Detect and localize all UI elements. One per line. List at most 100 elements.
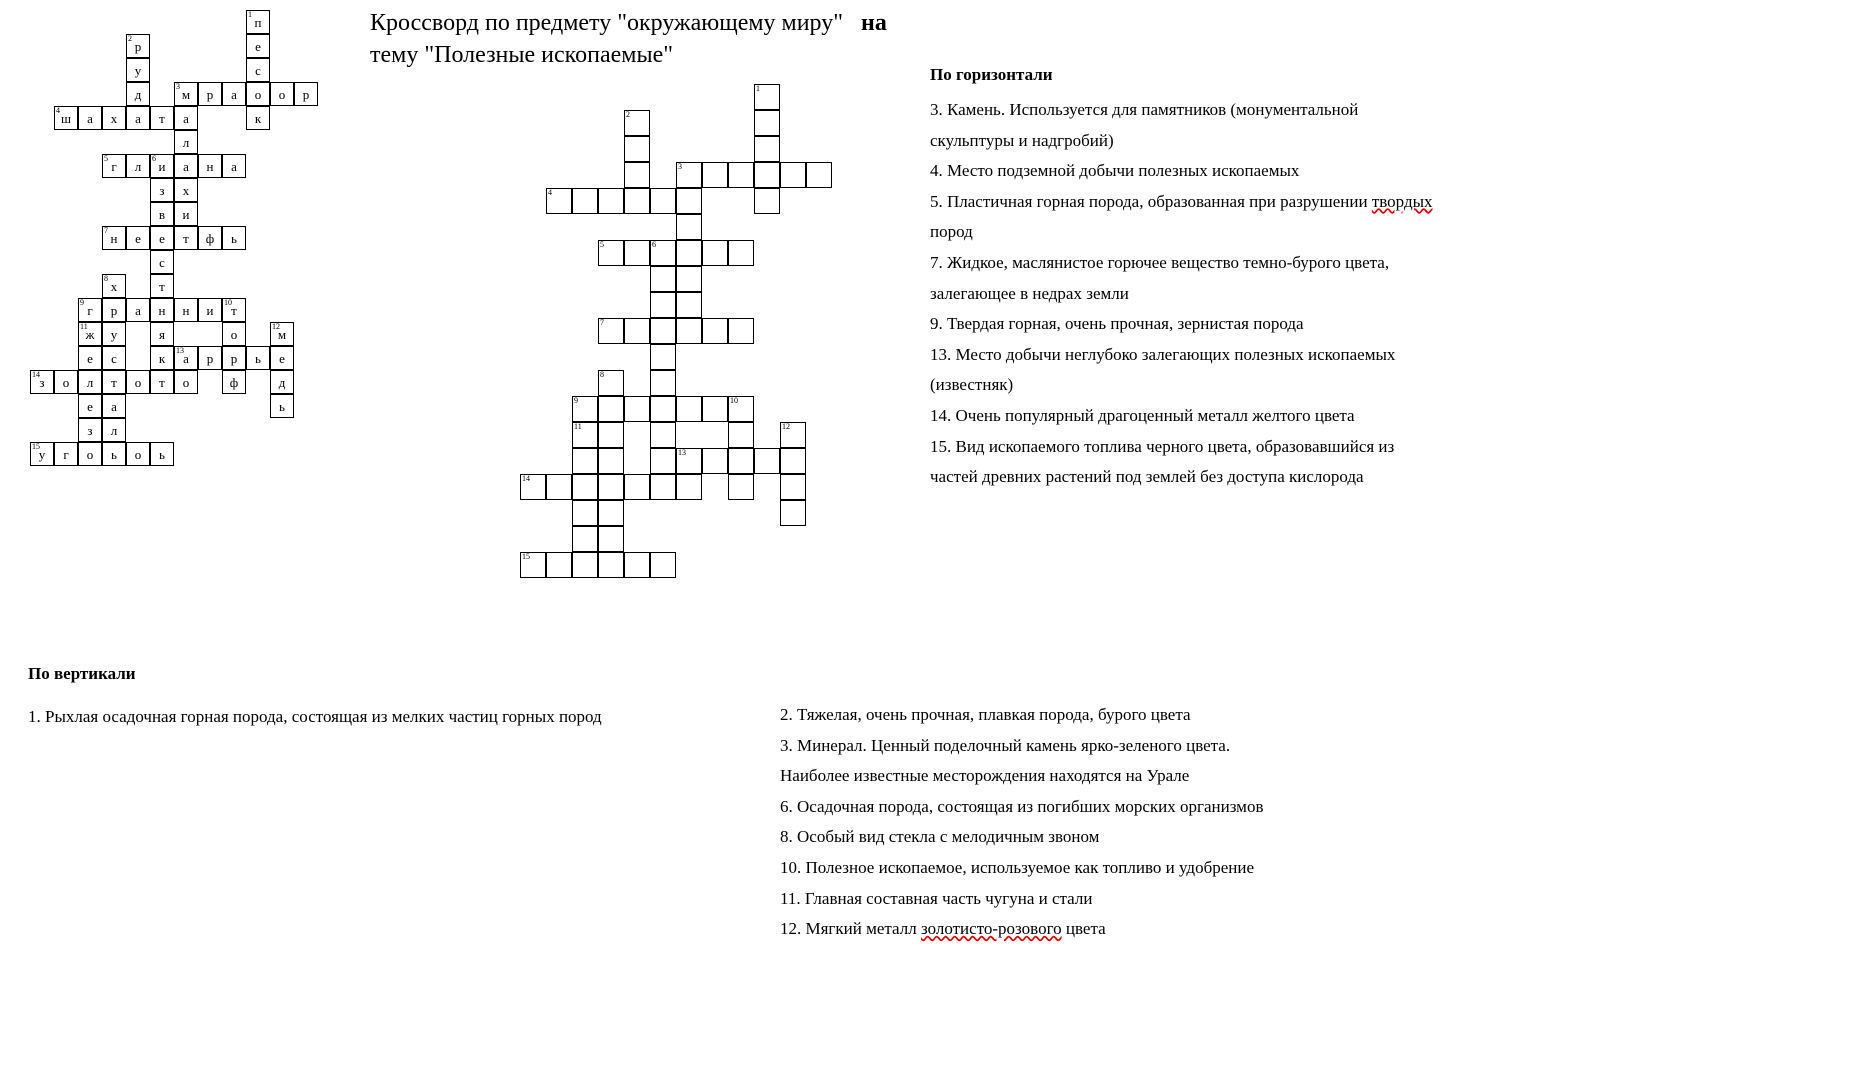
crossword-cell: 11ж	[78, 322, 102, 346]
crossword-cell: ь	[102, 442, 126, 466]
cell-letter: е	[279, 351, 285, 366]
crossword-cell: е	[246, 34, 270, 58]
cell-letter: а	[135, 303, 141, 318]
clue-line: 9. Твердая горная, очень прочная, зернис…	[930, 309, 1850, 340]
crossword-cell	[806, 162, 832, 188]
clue-line: скульптуры и надгробий)	[930, 126, 1850, 157]
cell-letter: т	[159, 375, 165, 390]
crossword-cell: 8	[598, 370, 624, 396]
crossword-cell: а	[78, 106, 102, 130]
crossword-cell	[572, 474, 598, 500]
crossword-cell: ь	[270, 394, 294, 418]
crossword-cell	[572, 188, 598, 214]
crossword-cell: 13	[676, 448, 702, 474]
crossword-cell	[650, 188, 676, 214]
clue-line: 11. Главная составная часть чугуна и ста…	[780, 884, 1850, 915]
crossword-cell	[624, 474, 650, 500]
clues-horizontal-list: 3. Камень. Используется для памятников (…	[930, 95, 1850, 493]
cell-letter: р	[207, 87, 214, 102]
crossword-cell	[572, 552, 598, 578]
cell-number: 11	[80, 322, 88, 331]
crossword-cell	[754, 110, 780, 136]
heading-vertical: По вертикали	[28, 664, 630, 684]
crossword-cell	[728, 162, 754, 188]
crossword-cell: 12	[780, 422, 806, 448]
cell-number: 5	[600, 240, 604, 249]
crossword-cell: р	[102, 298, 126, 322]
cell-letter: в	[159, 207, 165, 222]
cell-number: 7	[600, 318, 604, 327]
cell-number: 2	[626, 110, 630, 119]
cell-letter: р	[135, 39, 142, 54]
clue-line: 7. Жидкое, маслянистое горючее вещество …	[930, 248, 1850, 279]
crossword-cell	[598, 526, 624, 552]
crossword-cell: 3м	[174, 82, 198, 106]
crossword-cell: о	[54, 370, 78, 394]
crossword-cell: т	[150, 106, 174, 130]
cell-letter: о	[231, 327, 238, 342]
cell-letter: м	[182, 87, 190, 102]
crossword-cell	[728, 448, 754, 474]
cell-number: 10	[224, 298, 232, 307]
crossword-cell: ь	[222, 226, 246, 250]
crossword-cell	[624, 136, 650, 162]
clue-line: 3. Минерал. Ценный поделочный камень ярк…	[780, 731, 1850, 762]
cell-letter: а	[87, 111, 93, 126]
clue-v-1: 1. Рыхлая осадочная горная порода, состо…	[28, 702, 630, 733]
cell-letter: г	[63, 447, 68, 462]
crossword-cell: а	[126, 298, 150, 322]
crossword-cell	[650, 370, 676, 396]
crossword-cell: с	[102, 346, 126, 370]
crossword-cell: 6	[650, 240, 676, 266]
crossword-cell: д	[126, 82, 150, 106]
clues-vertical-right: 2. Тяжелая, очень прочная, плавкая пород…	[780, 664, 1850, 945]
crossword-cell	[598, 396, 624, 422]
page-title-line2: тему "Полезные ископаемые"	[370, 42, 910, 69]
crossword-cell	[598, 422, 624, 448]
crossword-cell	[650, 318, 676, 344]
cell-letter: у	[135, 63, 142, 78]
crossword-cell	[598, 474, 624, 500]
crossword-cell: 1	[754, 84, 780, 110]
clue-line: частей древних растений под землей без д…	[930, 462, 1850, 493]
crossword-cell: л	[102, 418, 126, 442]
crossword-cell: е	[150, 226, 174, 250]
crossword-cell: р	[198, 346, 222, 370]
cell-letter: ь	[111, 447, 117, 462]
cell-number: 4	[56, 106, 60, 115]
crossword-cell	[624, 240, 650, 266]
crossword-cell: о	[222, 322, 246, 346]
crossword-cell: 5г	[102, 154, 126, 178]
cell-letter: р	[303, 87, 310, 102]
crossword-cell: т	[150, 370, 174, 394]
crossword-cell	[676, 292, 702, 318]
cell-number: 6	[152, 154, 156, 163]
crossword-cell: 11	[572, 422, 598, 448]
crossword-cell	[598, 448, 624, 474]
crossword-cell	[702, 396, 728, 422]
crossword-cell: 4ш	[54, 106, 78, 130]
page-title-line1: Кроссворд по предмету "окружающему миру"…	[370, 10, 910, 37]
cell-letter: с	[159, 255, 165, 270]
clue-line: 6. Осадочная порода, состоящая из погибш…	[780, 792, 1850, 823]
crossword-cell	[728, 318, 754, 344]
crossword-cell: р	[198, 82, 222, 106]
clues-vertical-right-list: 2. Тяжелая, очень прочная, плавкая пород…	[780, 700, 1850, 945]
cell-letter: з	[39, 375, 44, 390]
clue-line: 13. Место добычи неглубоко залегающих по…	[930, 340, 1850, 371]
crossword-cell	[676, 240, 702, 266]
crossword-cell: ф	[198, 226, 222, 250]
clue-line: Наиболее известные месторождения находят…	[780, 761, 1850, 792]
clue-line: 3. Камень. Используется для памятников (…	[930, 95, 1850, 126]
clue-line: (известняк)	[930, 370, 1850, 401]
crossword-cell: 13а	[174, 346, 198, 370]
cell-letter: о	[135, 447, 142, 462]
cell-letter: т	[159, 279, 165, 294]
crossword-cell	[650, 552, 676, 578]
crossword-cell: а	[102, 394, 126, 418]
crossword-cell: л	[78, 370, 102, 394]
crossword-cell: о	[126, 442, 150, 466]
cell-number: 3	[678, 162, 682, 171]
crossword-cell	[728, 474, 754, 500]
crossword-cell: г	[54, 442, 78, 466]
